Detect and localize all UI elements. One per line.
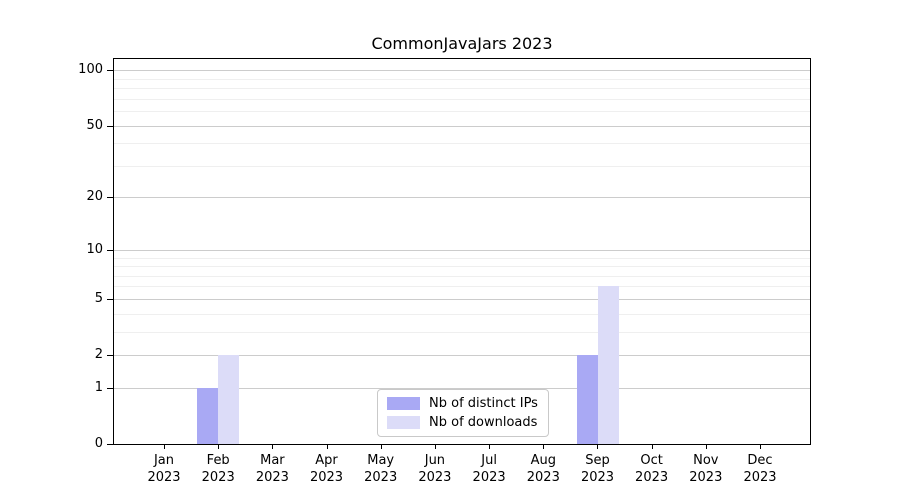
gridline-major-10 xyxy=(114,249,810,251)
legend-item-distinct-ips: Nb of distinct IPs xyxy=(387,396,538,411)
y-tick-label-10: 10 xyxy=(86,241,103,257)
x-tick-year: 2023 xyxy=(472,470,506,485)
bar-feb-ips xyxy=(197,387,219,444)
y-tick-label-50: 50 xyxy=(86,117,103,133)
y-tick-mark-1 xyxy=(107,388,113,389)
gridline-major-50 xyxy=(114,125,810,127)
gridline-minor-90 xyxy=(114,78,810,80)
y-tick-mark-2 xyxy=(107,355,113,356)
x-tick-mark-aug xyxy=(543,445,544,449)
gridline-minor-60 xyxy=(114,111,810,113)
bar-sep-ips xyxy=(576,355,598,444)
x-tick-year: 2023 xyxy=(364,470,398,485)
x-tick-year: 2023 xyxy=(309,470,344,485)
gridline-major-100 xyxy=(114,70,810,72)
plot-area xyxy=(113,58,811,445)
gridline-minor-9 xyxy=(114,257,810,259)
x-tick-label-feb: Feb 2023 xyxy=(178,452,258,486)
gridline-major-5 xyxy=(114,298,810,300)
x-tick-year: 2023 xyxy=(255,470,289,485)
y-tick-label-0: 0 xyxy=(94,436,103,451)
x-tick-year: 2023 xyxy=(201,470,235,485)
y-tick-mark-100 xyxy=(107,70,113,71)
x-tick-mark-apr xyxy=(327,445,328,449)
y-tick-mark-10 xyxy=(107,250,113,251)
chart-title: CommonJavaJars 2023 xyxy=(371,34,553,53)
x-tick-month: Mar xyxy=(260,453,285,468)
x-tick-month: Nov xyxy=(693,453,719,468)
x-tick-mark-mar xyxy=(272,445,273,449)
gridline-major-1 xyxy=(114,387,810,389)
x-tick-year: 2023 xyxy=(743,470,777,485)
x-tick-month: Aug xyxy=(530,453,556,468)
x-tick-month: Feb xyxy=(206,453,230,468)
x-tick-year: 2023 xyxy=(526,470,560,485)
x-tick-month: May xyxy=(367,453,395,468)
y-tick-label-2: 2 xyxy=(94,347,103,362)
x-tick-label-sep: Sep 2023 xyxy=(558,452,638,486)
x-tick-year: 2023 xyxy=(689,470,723,485)
x-tick-mark-sep xyxy=(597,445,598,449)
gridline-major-2 xyxy=(114,355,810,356)
x-tick-label-jan: Jan 2023 xyxy=(124,452,204,486)
y-tick-label-100: 100 xyxy=(78,62,103,78)
x-tick-mark-may xyxy=(381,445,382,449)
gridline-minor-4 xyxy=(114,313,810,315)
y-tick-label-20: 20 xyxy=(86,189,103,205)
gridline-minor-70 xyxy=(114,98,810,100)
legend-label-downloads: Nb of downloads xyxy=(429,415,538,430)
x-tick-month: Apr xyxy=(315,453,338,468)
legend-swatch-distinct-ips xyxy=(387,397,420,410)
gridline-minor-7 xyxy=(114,275,810,277)
x-tick-month: Jun xyxy=(424,453,446,468)
gridline-minor-30 xyxy=(114,165,810,167)
x-tick-month: Oct xyxy=(640,453,663,468)
legend-item-downloads: Nb of downloads xyxy=(387,415,538,430)
x-tick-label-oct: Oct 2023 xyxy=(612,452,692,486)
x-tick-label-may: May 2023 xyxy=(341,452,421,486)
x-tick-month: Jan xyxy=(153,453,175,468)
y-tick-label-5: 5 xyxy=(94,290,103,306)
x-tick-year: 2023 xyxy=(418,470,452,485)
gridline-minor-8 xyxy=(114,266,810,267)
x-tick-label-jul: Jul 2023 xyxy=(449,452,529,486)
x-tick-mark-feb xyxy=(218,445,219,449)
x-tick-mark-jan xyxy=(164,445,165,449)
x-tick-label-apr: Apr 2023 xyxy=(287,452,367,486)
x-tick-month: Sep xyxy=(585,453,610,468)
y-tick-label-1: 1 xyxy=(94,379,103,395)
legend-label-distinct-ips: Nb of distinct IPs xyxy=(429,396,538,411)
x-tick-label-dec: Dec 2023 xyxy=(720,452,800,486)
gridline-minor-6 xyxy=(114,286,810,288)
x-tick-month: Jul xyxy=(481,453,497,468)
x-tick-mark-oct xyxy=(652,445,653,449)
x-tick-label-aug: Aug 2023 xyxy=(503,452,583,486)
x-tick-label-nov: Nov 2023 xyxy=(666,452,746,486)
legend-swatch-downloads xyxy=(387,416,420,429)
gridline-minor-3 xyxy=(114,331,810,333)
gridline-major-20 xyxy=(114,197,810,199)
x-tick-month: Dec xyxy=(747,453,773,468)
gridline-minor-40 xyxy=(114,143,810,145)
x-tick-year: 2023 xyxy=(580,470,615,485)
y-tick-mark-5 xyxy=(107,299,113,300)
x-tick-year: 2023 xyxy=(635,470,669,485)
x-tick-mark-jul xyxy=(489,445,490,449)
x-tick-year: 2023 xyxy=(147,470,181,485)
y-tick-mark-0 xyxy=(107,444,113,445)
x-tick-mark-jun xyxy=(435,445,436,449)
bar-feb-downloads xyxy=(218,355,240,444)
legend: Nb of distinct IPs Nb of downloads xyxy=(377,389,549,437)
gridline-minor-80 xyxy=(114,88,810,90)
x-tick-mark-dec xyxy=(760,445,761,449)
x-tick-label-jun: Jun 2023 xyxy=(395,452,475,486)
y-tick-mark-50 xyxy=(107,126,113,127)
y-tick-mark-20 xyxy=(107,197,113,198)
bar-sep-downloads xyxy=(597,286,619,444)
x-tick-label-mar: Mar 2023 xyxy=(232,452,312,486)
x-tick-mark-nov xyxy=(706,445,707,449)
